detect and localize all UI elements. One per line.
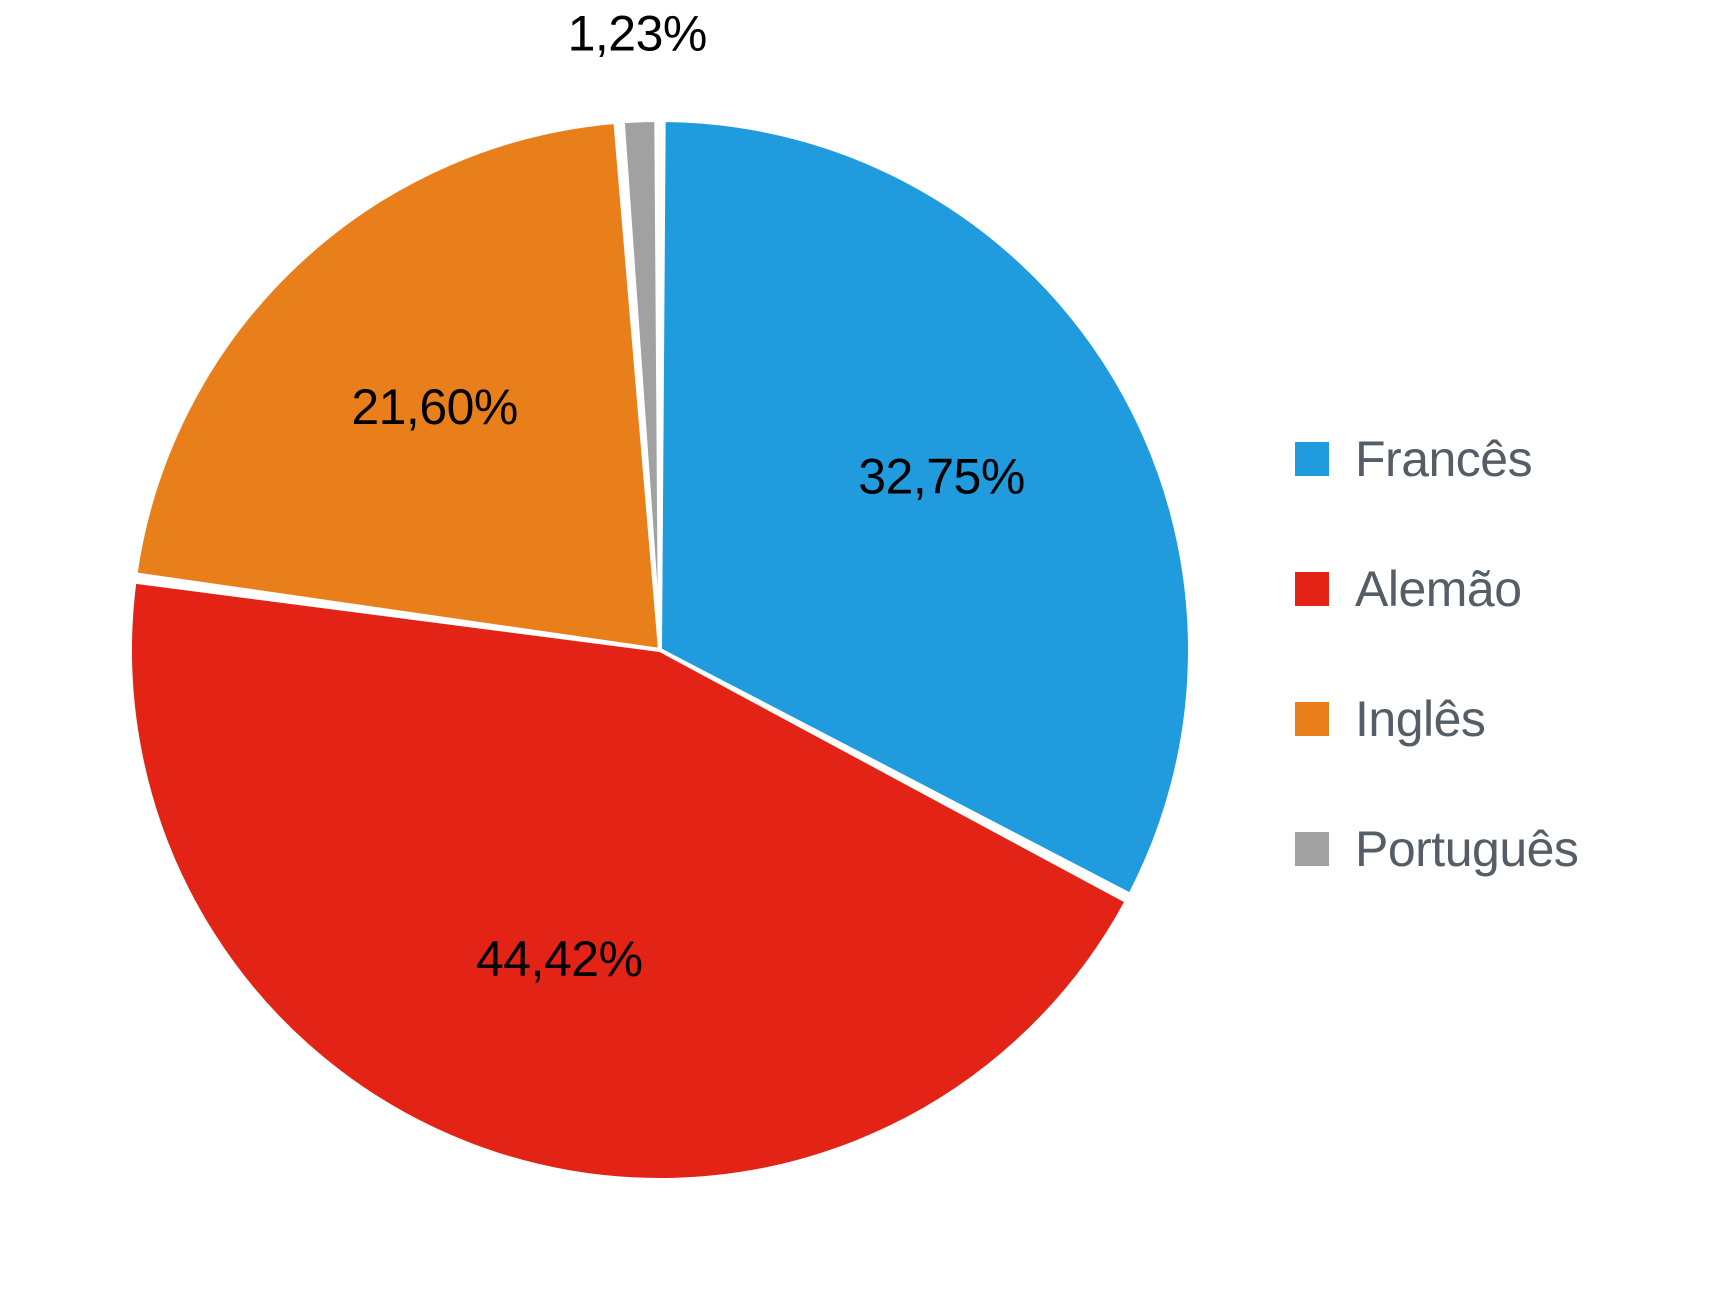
legend: Francês Alemão Inglês Português [1295, 430, 1655, 950]
legend-item: Alemão [1295, 560, 1655, 618]
legend-marker [1295, 702, 1329, 736]
legend-marker [1295, 442, 1329, 476]
slice-label: 32,75% [858, 449, 1025, 505]
legend-label: Inglês [1355, 690, 1485, 748]
slice-label: 21,60% [351, 379, 518, 435]
pie-svg: 32,75%44,42%21,60%1,23% [60, 50, 1260, 1250]
legend-marker [1295, 832, 1329, 866]
legend-label: Francês [1355, 430, 1532, 488]
legend-label: Português [1355, 820, 1578, 878]
legend-item: Inglês [1295, 690, 1655, 748]
chart-container: 32,75% 44,42% 21,60% 1,23% Francês Alemão Ing… [0, 0, 1725, 1294]
legend-item: Francês [1295, 430, 1655, 488]
legend-label: Alemão [1355, 560, 1522, 618]
slice-label: 44,42% [476, 931, 643, 987]
pie-chart: 32,75%44,42%21,60%1,23% [60, 50, 1260, 1250]
slice-label: 1,23% [568, 5, 707, 61]
legend-marker [1295, 572, 1329, 606]
legend-item: Português [1295, 820, 1655, 878]
